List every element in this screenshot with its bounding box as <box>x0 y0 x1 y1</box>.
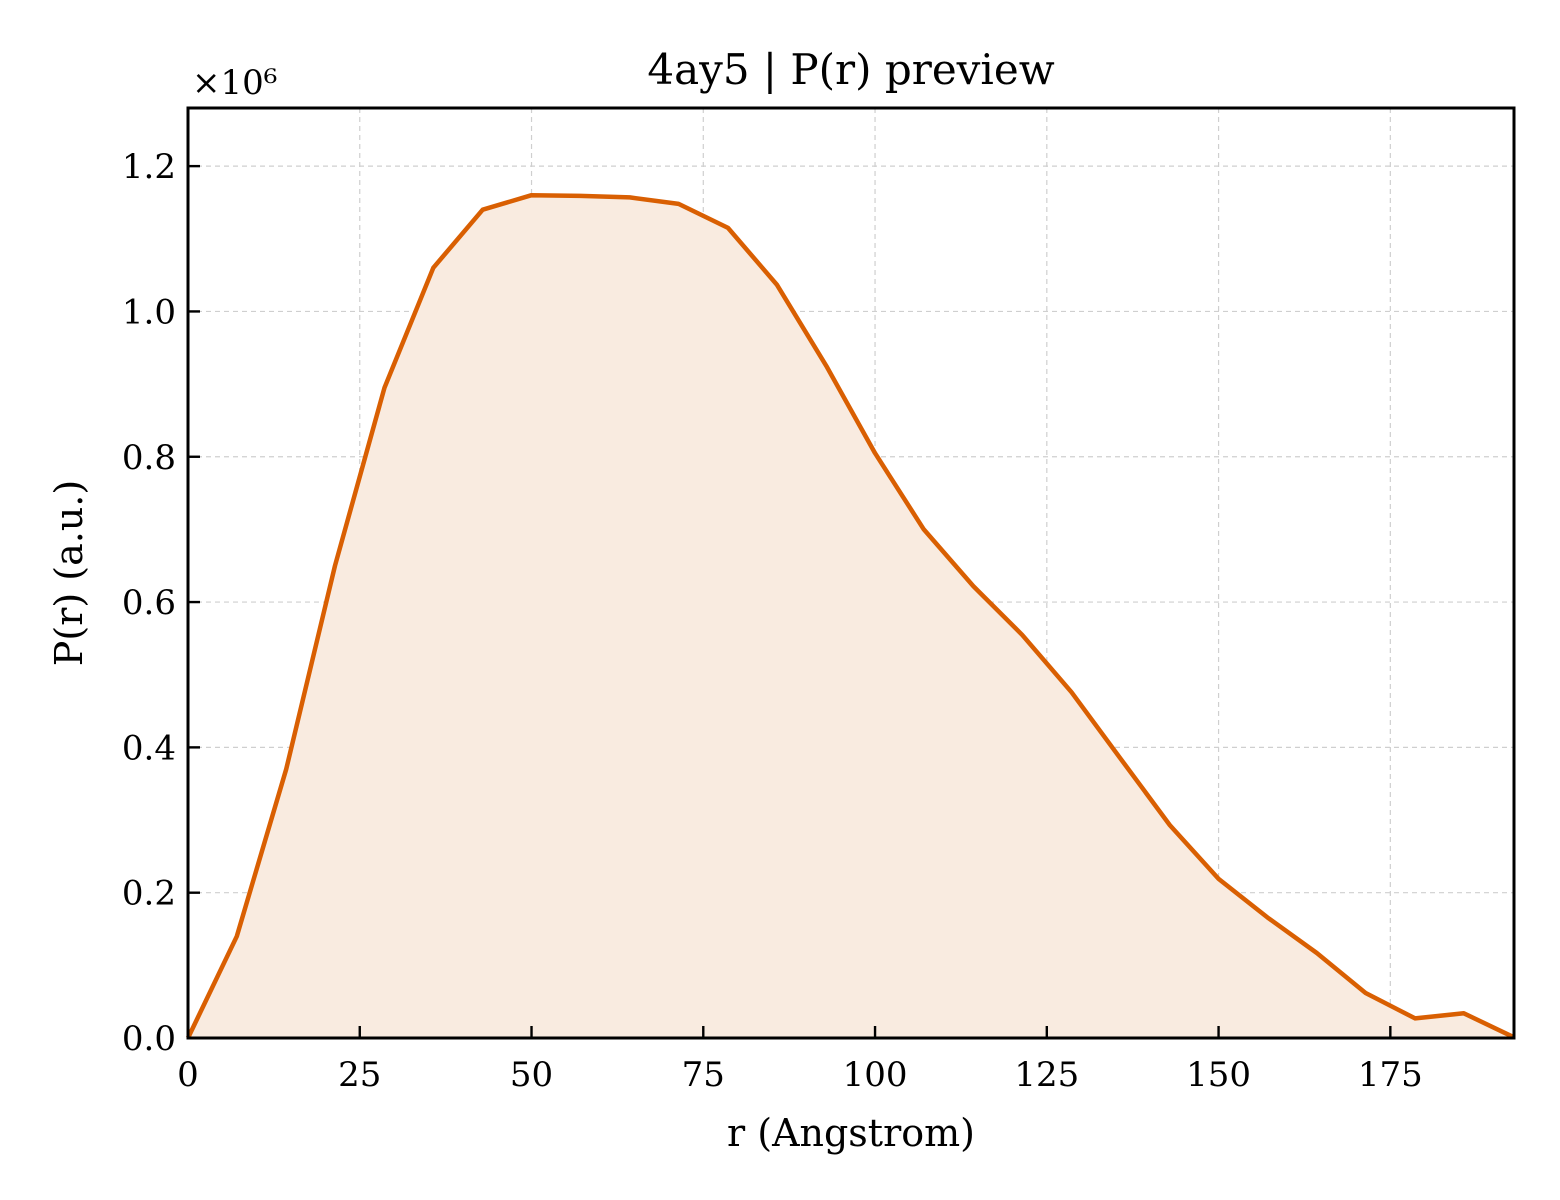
x-tick-label: 75 <box>682 1055 725 1095</box>
y-tick-label: 0.2 <box>122 874 176 914</box>
x-tick-label: 0 <box>177 1055 199 1095</box>
x-tick-label: 100 <box>843 1055 908 1095</box>
y-tick-label: 1.0 <box>122 292 176 332</box>
x-tick-label: 50 <box>510 1055 553 1095</box>
x-tick-label: 150 <box>1186 1055 1251 1095</box>
pr-series-line <box>185 192 1515 1040</box>
y-tick-label: 0.6 <box>122 583 176 623</box>
y-tick-label: 0.0 <box>122 1019 176 1059</box>
x-tick-label: 25 <box>338 1055 381 1095</box>
chart-title: 4ay5 | P(r) preview <box>647 45 1054 94</box>
x-axis-label: r (Angstrom) <box>727 1111 975 1155</box>
y-axis-label: P(r) (a.u.) <box>47 480 91 666</box>
y-tick-label: 0.8 <box>122 438 176 478</box>
plot-frame <box>186 106 1516 1040</box>
y-tick-label: 1.2 <box>122 147 176 187</box>
x-tick-label: 125 <box>1014 1055 1079 1095</box>
y-tick-label: 0.4 <box>122 728 176 768</box>
y-axis-multiplier: ×10⁶ <box>192 63 277 103</box>
axis-ticks <box>186 164 1392 1040</box>
x-tick-label: 175 <box>1358 1055 1423 1095</box>
pr-area-fill <box>188 195 1514 1038</box>
